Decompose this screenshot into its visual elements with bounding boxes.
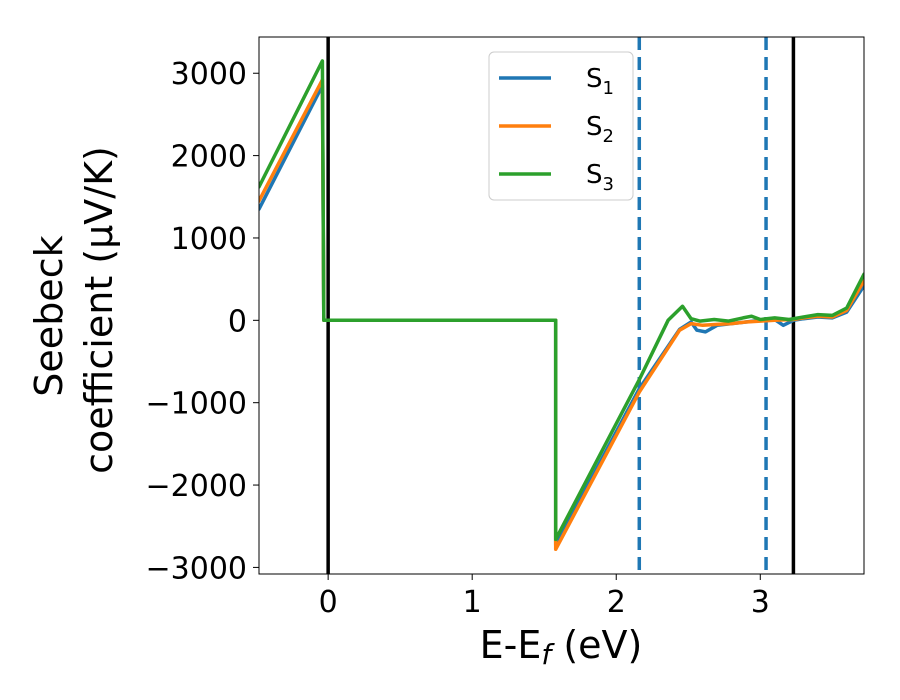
y-axis-title-line2: coefficient (μV/K) [77,146,121,474]
x-axis: 0 1 2 3 [319,574,770,620]
y-axis-title-line1: Seebeck [27,235,71,396]
y-tick-label: −2000 [146,469,247,504]
plot-frame [258,36,865,575]
legend-label-s3: S3 [586,160,614,195]
x-tick-label: 2 [607,585,626,620]
series-lines [259,59,864,552]
y-tick-label: 2000 [171,140,247,175]
x-tick-label: 1 [463,585,482,620]
x-tick-label: 3 [751,585,770,620]
x-axis-title: E-Ef (eV) [480,623,643,671]
legend-box [488,51,634,201]
y-axis-title: Seebeck coefficient (μV/K) [27,146,121,474]
y-axis: 3000 2000 1000 0 −1000 −2000 −3000 [146,57,259,586]
y-tick-label: −3000 [146,551,247,586]
legend-label-s1: S1 [586,64,614,99]
y-tick-label: 1000 [171,222,247,257]
reference-lines [326,37,796,574]
x-tick-label: 0 [319,585,338,620]
y-tick-label: −1000 [146,387,247,422]
series-line-s3 [259,59,864,542]
legend-label-s2: S2 [586,112,614,147]
y-tick-label: 3000 [171,57,247,92]
y-tick-label: 0 [228,304,247,339]
legend: S1 S2 S3 [488,51,634,201]
